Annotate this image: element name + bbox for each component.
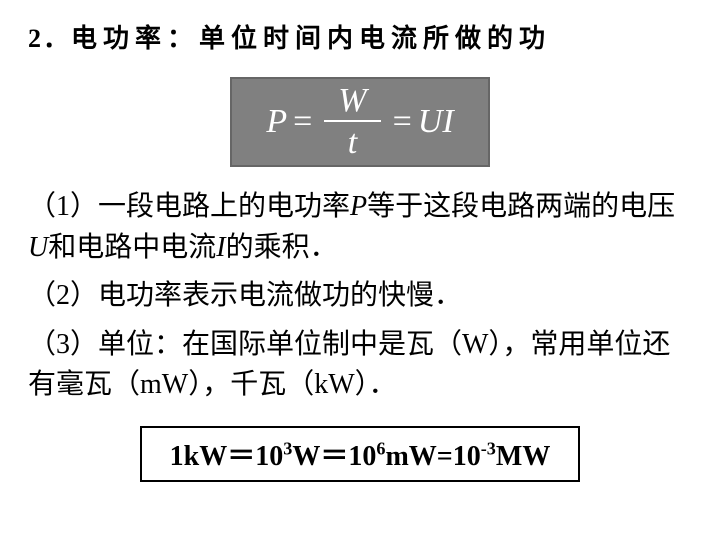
formula-box: P = W t = UI	[230, 77, 490, 167]
u-e1: 3	[283, 439, 292, 459]
point-1: （1）一段电路上的电功率P等于这段电路两端的电压 U和电路中电流I的乘积．	[28, 187, 692, 268]
u-t4: MW	[496, 441, 550, 472]
p1-mid1: 等于这段电路两端的电压	[367, 191, 675, 222]
fraction-denominator: t	[348, 122, 357, 160]
heading-text: 电功率：单位时间内电流所做的功	[71, 24, 551, 53]
p1-var-P: P	[350, 191, 367, 222]
formula-rhs: UI	[418, 103, 454, 141]
u-t3: mW=10	[385, 441, 480, 472]
p1-prefix: （1）一段电路上的电功率	[28, 191, 350, 222]
unit-conversion-wrap: 1kW＝103W＝106mW=10-3MW	[28, 414, 692, 482]
formula-fraction: W t	[324, 84, 380, 160]
point-3: （3）单位：在国际单位制中是瓦（W），常用单位还有毫瓦（mW），千瓦（kW）．	[28, 325, 692, 406]
u-t1: 1kW＝10	[170, 441, 284, 472]
section-heading: 2．电功率：单位时间内电流所做的功	[28, 18, 692, 55]
fraction-numerator: W	[324, 84, 380, 122]
formula-eq2: =	[393, 103, 412, 141]
p1-suffix: 的乘积．	[226, 232, 338, 263]
formula-lhs: P	[266, 103, 287, 141]
unit-conversion-box: 1kW＝103W＝106mW=10-3MW	[140, 426, 581, 482]
formula-eq1: =	[293, 103, 312, 141]
u-t2: W＝10	[292, 441, 376, 472]
p1-var-I: I	[216, 232, 225, 263]
u-e3: -3	[481, 439, 496, 459]
p1-mid2: 和电路中电流	[48, 232, 216, 263]
p1-var-U: U	[28, 232, 48, 263]
point-2: （2）电功率表示电流做功的快慢．	[28, 276, 692, 317]
heading-number: 2．	[28, 24, 71, 53]
